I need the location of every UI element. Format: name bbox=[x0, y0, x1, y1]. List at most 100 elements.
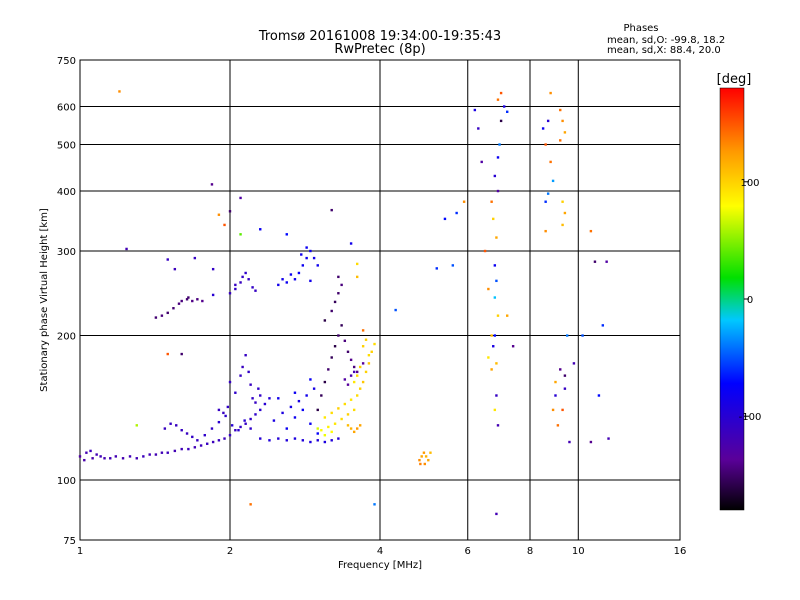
echo-point bbox=[249, 427, 252, 430]
echo-point bbox=[217, 408, 221, 412]
echo-point bbox=[268, 439, 271, 442]
echo-point bbox=[154, 316, 158, 319]
y-tick-label: 100 bbox=[57, 476, 76, 487]
echo-point bbox=[289, 273, 293, 276]
echo-point bbox=[180, 447, 183, 451]
echo-point bbox=[175, 424, 178, 427]
echo-point bbox=[549, 160, 552, 164]
echo-point bbox=[505, 314, 509, 317]
echo-point bbox=[166, 258, 169, 261]
echo-point bbox=[118, 90, 121, 93]
echo-point bbox=[581, 334, 584, 337]
echo-point bbox=[316, 408, 319, 412]
echo-point bbox=[455, 211, 458, 215]
echo-point bbox=[180, 299, 183, 303]
grid-lines bbox=[80, 60, 680, 540]
echo-point bbox=[323, 440, 327, 444]
echo-point bbox=[605, 260, 608, 263]
echo-point bbox=[243, 419, 246, 422]
echo-point bbox=[343, 402, 347, 406]
axis-ticks: 1 2 4 6 8 10 16 75 100 200 300 400 500 600 750 bbox=[57, 56, 686, 557]
echo-point bbox=[473, 108, 477, 112]
echo-point bbox=[490, 334, 493, 337]
echo-point bbox=[191, 299, 194, 303]
echo-point bbox=[352, 365, 356, 369]
echo-point bbox=[305, 394, 308, 397]
echo-point bbox=[496, 156, 500, 159]
echo-point bbox=[259, 408, 262, 412]
echo-point bbox=[563, 211, 567, 215]
echo-point bbox=[148, 453, 151, 456]
echo-point bbox=[343, 378, 347, 381]
y-tick-label: 500 bbox=[57, 141, 76, 152]
echo-point bbox=[435, 267, 438, 270]
echo-point bbox=[222, 411, 225, 415]
echo-point bbox=[493, 296, 497, 299]
echo-point bbox=[272, 419, 276, 422]
echo-point bbox=[316, 439, 319, 442]
echo-point bbox=[277, 397, 280, 400]
echo-point bbox=[217, 213, 221, 216]
echo-point bbox=[99, 455, 102, 458]
echo-point bbox=[89, 449, 92, 453]
echo-point bbox=[565, 334, 569, 337]
echo-point bbox=[180, 429, 183, 432]
echo-point bbox=[340, 283, 343, 287]
echo-point bbox=[163, 427, 167, 430]
echo-point bbox=[541, 127, 545, 130]
echo-point bbox=[205, 442, 209, 445]
colorbar-tick-label: 0 bbox=[747, 295, 753, 306]
echo-point bbox=[103, 457, 106, 460]
echo-point bbox=[355, 427, 359, 430]
echo-point bbox=[249, 503, 252, 506]
echo-point bbox=[239, 196, 242, 200]
echo-point bbox=[211, 267, 215, 271]
echo-point bbox=[496, 98, 500, 101]
echo-point bbox=[210, 427, 214, 430]
echo-point bbox=[597, 394, 601, 397]
echo-point bbox=[85, 451, 88, 454]
echo-point bbox=[593, 260, 597, 263]
echo-point bbox=[230, 424, 234, 427]
echo-point bbox=[254, 401, 257, 404]
echo-point bbox=[451, 264, 455, 267]
echo-point bbox=[128, 455, 132, 458]
echo-point bbox=[244, 271, 247, 275]
echo-point bbox=[312, 387, 316, 390]
echo-point bbox=[499, 119, 503, 123]
echo-point bbox=[333, 422, 337, 425]
echo-point bbox=[364, 338, 368, 341]
echo-point bbox=[367, 353, 371, 357]
echo-point bbox=[293, 278, 297, 281]
echo-point bbox=[177, 302, 181, 305]
echo-point bbox=[239, 425, 242, 429]
echo-point bbox=[293, 391, 297, 394]
phases-legend-title: Phases bbox=[623, 23, 658, 34]
x-tick-label: 8 bbox=[527, 546, 533, 557]
echo-point bbox=[418, 458, 421, 462]
echo-point bbox=[135, 424, 138, 427]
echo-point bbox=[201, 299, 204, 303]
echo-point bbox=[309, 279, 312, 283]
echo-point bbox=[333, 345, 337, 348]
echo-point bbox=[352, 380, 356, 384]
echo-point bbox=[293, 437, 297, 440]
echo-point bbox=[154, 453, 158, 456]
echo-point bbox=[330, 208, 333, 212]
chart-subtitle: RwPretec (8p) bbox=[334, 42, 425, 57]
echo-point bbox=[551, 408, 555, 412]
echo-point bbox=[187, 296, 190, 299]
echo-point bbox=[496, 424, 500, 427]
echo-point bbox=[420, 455, 423, 458]
echo-point bbox=[330, 309, 333, 313]
echo-point bbox=[495, 279, 498, 283]
echo-point bbox=[301, 439, 305, 442]
echo-points bbox=[78, 90, 610, 516]
echo-point bbox=[196, 298, 199, 301]
echo-point bbox=[352, 408, 356, 412]
echo-point bbox=[323, 380, 327, 384]
echo-point bbox=[285, 281, 288, 284]
echo-point bbox=[477, 127, 480, 130]
echo-point bbox=[239, 374, 242, 377]
